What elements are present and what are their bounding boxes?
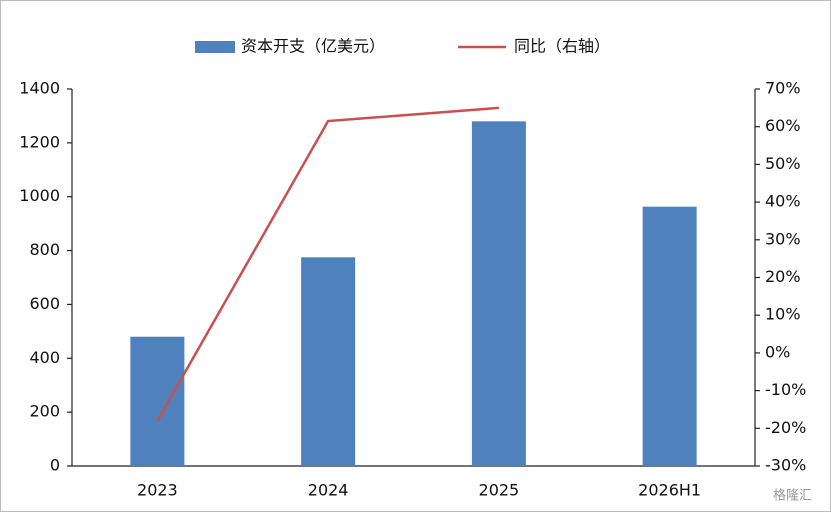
- x-tick-label: 2023: [137, 481, 178, 500]
- y2-tick-label: 50%: [765, 154, 801, 173]
- y-tick-label: 1400: [19, 79, 60, 98]
- y2-tick-label: 60%: [765, 116, 801, 135]
- y2-tick-label: -30%: [765, 456, 806, 475]
- bar: [301, 257, 356, 466]
- x-tick-label: 2024: [308, 481, 349, 500]
- y2-tick-label: -20%: [765, 418, 806, 437]
- y2-tick-label: 0%: [765, 342, 790, 361]
- y-tick-label: 200: [29, 402, 60, 421]
- line: [156, 106, 499, 422]
- y2-tick-label: 20%: [765, 267, 801, 286]
- y-tick-label: 800: [29, 240, 60, 259]
- legend-swatch: [195, 41, 235, 53]
- y-tick-label: 400: [29, 348, 60, 367]
- y-tick-label: 1000: [19, 186, 60, 205]
- bar: [642, 206, 697, 466]
- bar: [471, 121, 526, 467]
- y-tick-label: 0: [50, 456, 60, 475]
- y2-tick-label: 10%: [765, 305, 801, 324]
- legend-label: 资本开支（亿美元）: [241, 37, 385, 56]
- y2-tick-label: 40%: [765, 192, 801, 211]
- y2-tick-label: 30%: [765, 229, 801, 248]
- x-tick-label: 2026H1: [638, 481, 701, 500]
- y-tick-label: 600: [29, 294, 60, 313]
- y2-tick-label: 70%: [765, 79, 801, 98]
- y2-tick-label: -10%: [765, 380, 806, 399]
- bar: [130, 336, 185, 466]
- watermark: 格隆汇: [773, 488, 812, 504]
- legend-label: 同比（右轴）: [514, 37, 610, 56]
- y-tick-label: 1200: [19, 132, 60, 151]
- x-tick-label: 2025: [479, 481, 520, 500]
